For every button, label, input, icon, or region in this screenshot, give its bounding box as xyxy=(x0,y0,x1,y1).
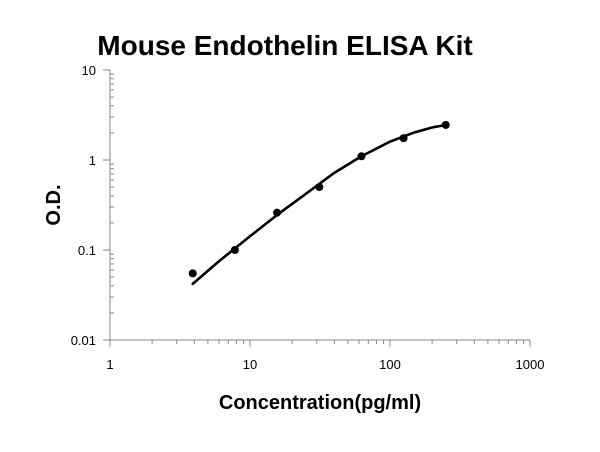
data-point xyxy=(230,246,239,254)
x-axis-title: Concentration(pg/ml) xyxy=(219,392,421,414)
fit-curve-layer xyxy=(191,123,448,286)
chart-title: Mouse Endothelin ELISA Kit xyxy=(97,30,472,61)
fit-curve xyxy=(191,123,448,286)
x-tick-label: 10 xyxy=(243,357,257,372)
x-tick-label: 1000 xyxy=(516,357,545,372)
data-point xyxy=(188,269,197,278)
axes-layer: 1 10 100 1000 10 1 0.1 0.01 xyxy=(71,63,545,372)
data-point xyxy=(399,134,408,143)
y-tick-label: 1 xyxy=(89,153,96,168)
y-axis-title: O.D. xyxy=(43,184,65,225)
x-tick-label: 100 xyxy=(379,357,401,372)
data-point xyxy=(441,120,450,129)
y-tick-label: 10 xyxy=(82,63,96,78)
data-points-layer xyxy=(188,120,450,278)
data-point xyxy=(357,152,366,161)
data-point xyxy=(315,183,324,192)
x-tick-label: 1 xyxy=(106,357,113,372)
y-tick-label: 0.01 xyxy=(71,333,96,348)
data-point xyxy=(273,208,282,217)
y-tick-label: 0.1 xyxy=(78,243,96,258)
